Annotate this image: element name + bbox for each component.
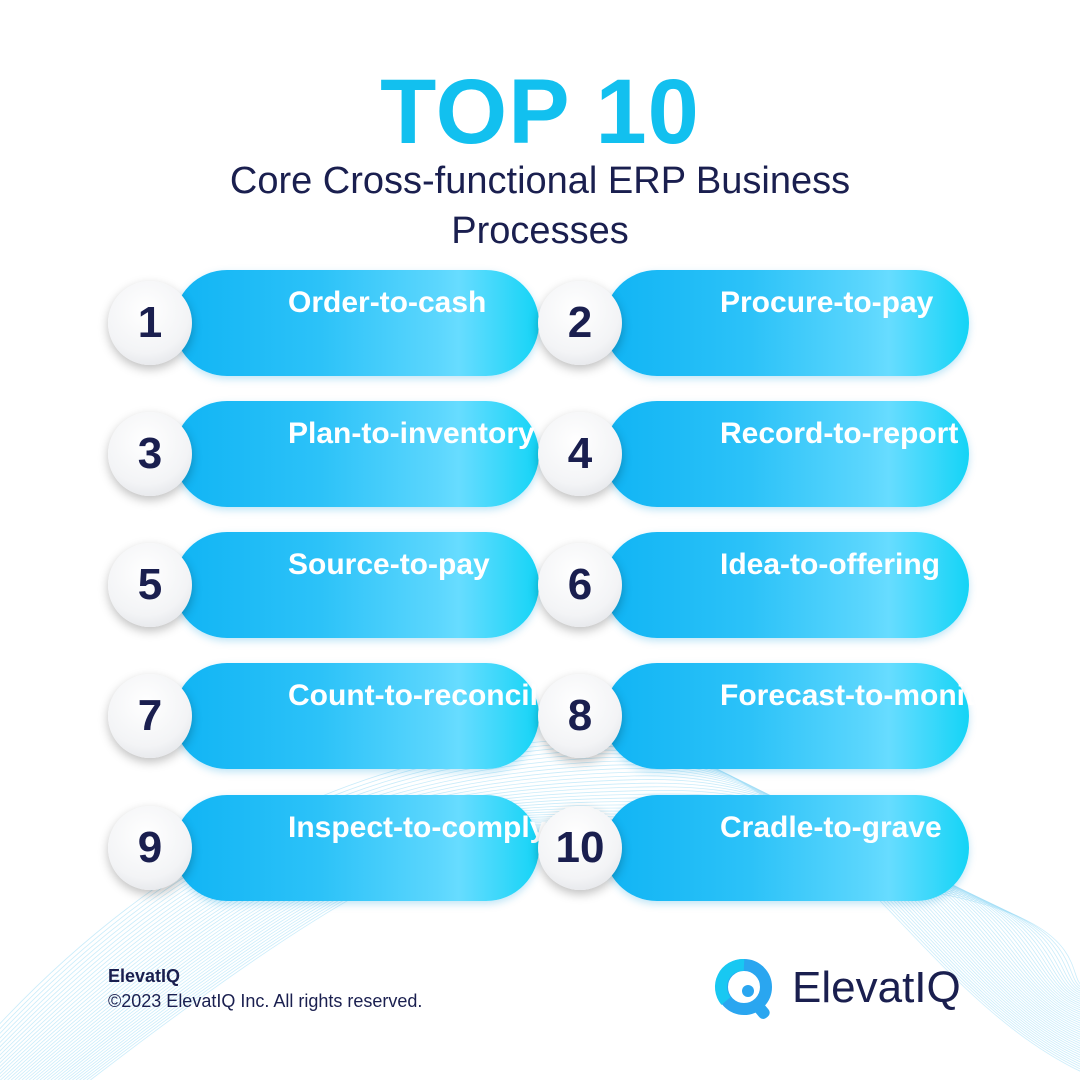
wave-line (3, 793, 1080, 1080)
process-label: Order-to-cash (288, 286, 487, 319)
wave-line (0, 768, 1080, 1060)
q-logo-icon (714, 959, 772, 1019)
process-number-badge: 5 (108, 543, 192, 627)
process-number-badge: 6 (538, 543, 622, 627)
process-number-badge: 7 (108, 674, 192, 758)
process-pill: Idea-to-offering (604, 532, 969, 638)
logo-wordmark: ElevatIQ (792, 963, 961, 1012)
process-pill: Procure-to-pay (604, 270, 969, 376)
process-number-badge: 10 (538, 806, 622, 890)
process-pill: Inspect-to-comply (174, 795, 546, 901)
process-item: Order-to-cash 1 (108, 270, 548, 376)
wave-line (0, 764, 1080, 1056)
process-item: Count-to-reconcile 7 (108, 663, 555, 769)
process-item: Plan-to-inventory 3 (108, 401, 548, 507)
process-item: Procure-to-pay 2 (538, 270, 978, 376)
footer-copyright: ©2023 ElevatIQ Inc. All rights reserved. (108, 991, 423, 1011)
process-item: Idea-to-offering 6 (538, 532, 978, 638)
process-number-badge: 4 (538, 412, 622, 496)
process-label: Forecast-to-monitor (720, 679, 1005, 712)
wave-line (0, 782, 1080, 1075)
process-item: Forecast-to-monitor 8 (538, 663, 1005, 769)
footer-brand: ElevatIQ (108, 966, 181, 986)
process-label: Source-to-pay (288, 548, 490, 581)
process-item: Source-to-pay 5 (108, 532, 548, 638)
wave-line (0, 779, 1080, 1071)
process-number-badge: 9 (108, 806, 192, 890)
process-number-badge: 3 (108, 412, 192, 496)
process-label: Record-to-report (720, 417, 959, 450)
page-subtitle: Core Cross-functional ERP Business Proce… (229, 160, 851, 252)
process-number-badge: 8 (538, 674, 622, 758)
process-pill: Order-to-cash (174, 270, 539, 376)
process-number-badge: 1 (108, 281, 192, 365)
wave-line (0, 786, 1080, 1078)
process-label: Plan-to-inventory (288, 417, 535, 450)
wave-line (0, 775, 1080, 1068)
wave-line (0, 757, 1080, 1060)
process-pill: Cradle-to-grave (604, 795, 969, 901)
process-number-badge: 2 (538, 281, 622, 365)
process-label: Count-to-reconcile (288, 679, 555, 712)
process-label: Idea-to-offering (720, 548, 940, 581)
process-pill: Plan-to-inventory (174, 401, 539, 507)
process-item: Record-to-report 4 (538, 401, 978, 507)
process-label: Inspect-to-comply (288, 811, 547, 844)
page-title: TOP 10 (380, 61, 700, 163)
elevatiq-logo: ElevatIQ (712, 955, 972, 1025)
process-label: Cradle-to-grave (720, 811, 942, 844)
process-pill: Count-to-reconcile (174, 663, 555, 769)
wave-line (0, 760, 1080, 1058)
process-item: Inspect-to-comply 9 (108, 795, 548, 901)
process-item: Cradle-to-grave 10 (538, 795, 978, 901)
process-pill: Forecast-to-monitor (604, 663, 1005, 769)
process-pill: Source-to-pay (174, 532, 539, 638)
process-pill: Record-to-report (604, 401, 969, 507)
wave-line (0, 789, 1080, 1080)
wave-line (0, 771, 1080, 1064)
process-label: Procure-to-pay (720, 286, 934, 319)
